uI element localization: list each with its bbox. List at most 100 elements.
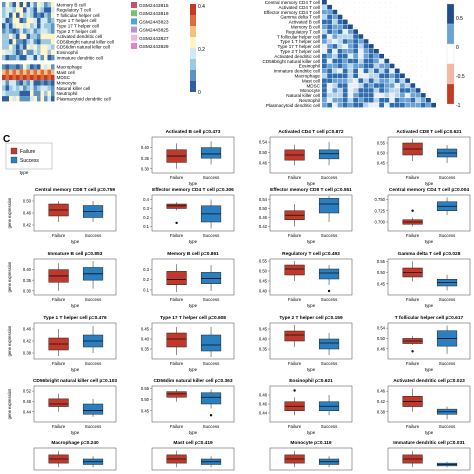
correlation-cell	[322, 49, 327, 54]
heatmap-cell	[5, 2, 9, 8]
heatmap-cell	[37, 55, 41, 61]
x-axis-label: type	[425, 367, 434, 372]
correlation-cell	[332, 83, 338, 88]
heatmap-cell	[16, 23, 20, 29]
correlation-cell	[389, 73, 395, 78]
x-tick-label: Failure	[288, 233, 302, 238]
heatmap-cell	[23, 90, 27, 97]
heatmap-cell	[44, 33, 48, 40]
heatmap-cell	[12, 69, 16, 75]
plot-frame	[151, 136, 235, 174]
heatmap-cell	[2, 85, 6, 91]
heatmap-cell	[40, 17, 44, 24]
heatmap-cell	[19, 17, 23, 24]
x-tick-label: Failure	[170, 361, 184, 366]
heatmap-cell	[16, 28, 20, 34]
correlation-cell	[342, 39, 348, 44]
correlation-cell	[374, 83, 379, 88]
correlation-cell	[337, 44, 343, 49]
correlation-cell	[410, 88, 416, 93]
y-tick-label: 0.1	[143, 224, 149, 229]
correlation-cell	[374, 88, 379, 93]
boxplot-legend: Failure Success type	[5, 142, 53, 175]
heatmap-cell	[23, 80, 27, 86]
heatmap-cell	[26, 74, 30, 81]
y-tick-label: 0.30	[141, 166, 150, 171]
correlation-cell	[405, 78, 410, 83]
correlation-cell	[368, 44, 374, 49]
heatmap-cell	[5, 90, 9, 97]
heatmap-cell	[30, 64, 34, 70]
correlation-value-mark: ·	[369, 25, 370, 29]
heatmap-cell	[12, 17, 16, 24]
plot-frame	[151, 258, 235, 296]
correlation-cell	[332, 63, 338, 69]
boxplot-panel: Gamma delta T cell p=0.028 0.55 0.50 0.45 Fa…	[377, 251, 471, 308]
plot-frame	[387, 258, 471, 296]
heatmap-cell	[5, 23, 9, 29]
legend-sample-label: GSM2443823	[139, 19, 169, 25]
correlation-value-mark: ·	[411, 35, 412, 39]
correlation-value-mark: ·	[406, 55, 407, 59]
panel-title: Type 1 T helper cell p=0.476	[43, 315, 107, 321]
correlation-value-mark: ·	[349, 1, 350, 5]
heatmap-cell	[19, 69, 23, 75]
y-tick-label: 0.42	[259, 224, 268, 229]
x-tick-label: Failure	[52, 233, 66, 238]
panel-title: Activated CD8 T cell p=0.621	[396, 129, 462, 135]
correlation-value-mark: ·	[401, 35, 402, 39]
heatmap-cell	[5, 44, 9, 50]
correlation-cell	[327, 39, 332, 44]
heatmap-cell	[9, 39, 13, 45]
scale-segment	[190, 26, 196, 37]
heatmap-cell	[47, 44, 51, 50]
legend-label: Success	[20, 158, 39, 164]
heatmap-cell	[51, 64, 55, 70]
y-tick-label: 0.50	[377, 336, 386, 341]
y-tick-label: 0.725	[375, 208, 386, 213]
correlation-row-label: Neutrophil	[299, 98, 320, 103]
y-tick-label: 0.45	[377, 281, 386, 286]
heatmap-cell	[26, 80, 30, 86]
heatmap-cell	[30, 17, 34, 24]
correlation-value-mark: ·	[411, 55, 412, 59]
legend-swatch	[131, 2, 137, 8]
heatmap-cell	[40, 23, 44, 29]
heatmap-cell	[2, 64, 6, 70]
correlation-value-mark: ·	[427, 84, 428, 88]
correlation-row-label: Natural killer cell	[286, 93, 320, 98]
correlation-cell	[327, 4, 332, 10]
heatmap-cell	[47, 85, 51, 91]
correlation-value-mark: ·	[338, 10, 339, 14]
boxplot-panel: Type 2 T helper cell p=0.159 0.45 0.40 0.35…	[259, 315, 353, 372]
heatmap-cell	[12, 12, 16, 18]
scale-segment	[190, 4, 196, 15]
correlation-value-mark: ·	[338, 1, 339, 5]
heatmap-cell	[2, 28, 6, 34]
outlier-point	[293, 389, 296, 392]
correlation-cell	[394, 93, 400, 98]
correlation-cell	[394, 88, 400, 93]
correlation-cell	[337, 68, 343, 74]
correlation-row-label: Activated B cell	[289, 20, 320, 25]
heatmap-cell	[5, 28, 9, 34]
correlation-scale-segment	[446, 43, 455, 65]
correlation-cell	[332, 78, 338, 83]
correlation-value-mark: ·	[369, 6, 370, 10]
correlation-value-mark: ·	[406, 45, 407, 49]
heatmap-cell	[51, 23, 55, 29]
x-tick-label: Failure	[52, 297, 66, 302]
heatmap-row-label: Monocyte	[57, 81, 77, 86]
correlation-cell	[405, 88, 410, 93]
x-axis-label: type	[307, 239, 316, 244]
heatmap-cell	[37, 33, 41, 40]
box	[318, 198, 340, 214]
correlation-value-mark: ·	[343, 6, 344, 10]
y-tick-label: 0.46	[23, 211, 32, 216]
y-axis-label: gene expression	[7, 388, 12, 419]
heatmap-cell	[23, 44, 27, 50]
heatmap-cell	[47, 17, 51, 24]
correlation-cell	[363, 39, 369, 44]
correlation-cell	[353, 93, 358, 98]
